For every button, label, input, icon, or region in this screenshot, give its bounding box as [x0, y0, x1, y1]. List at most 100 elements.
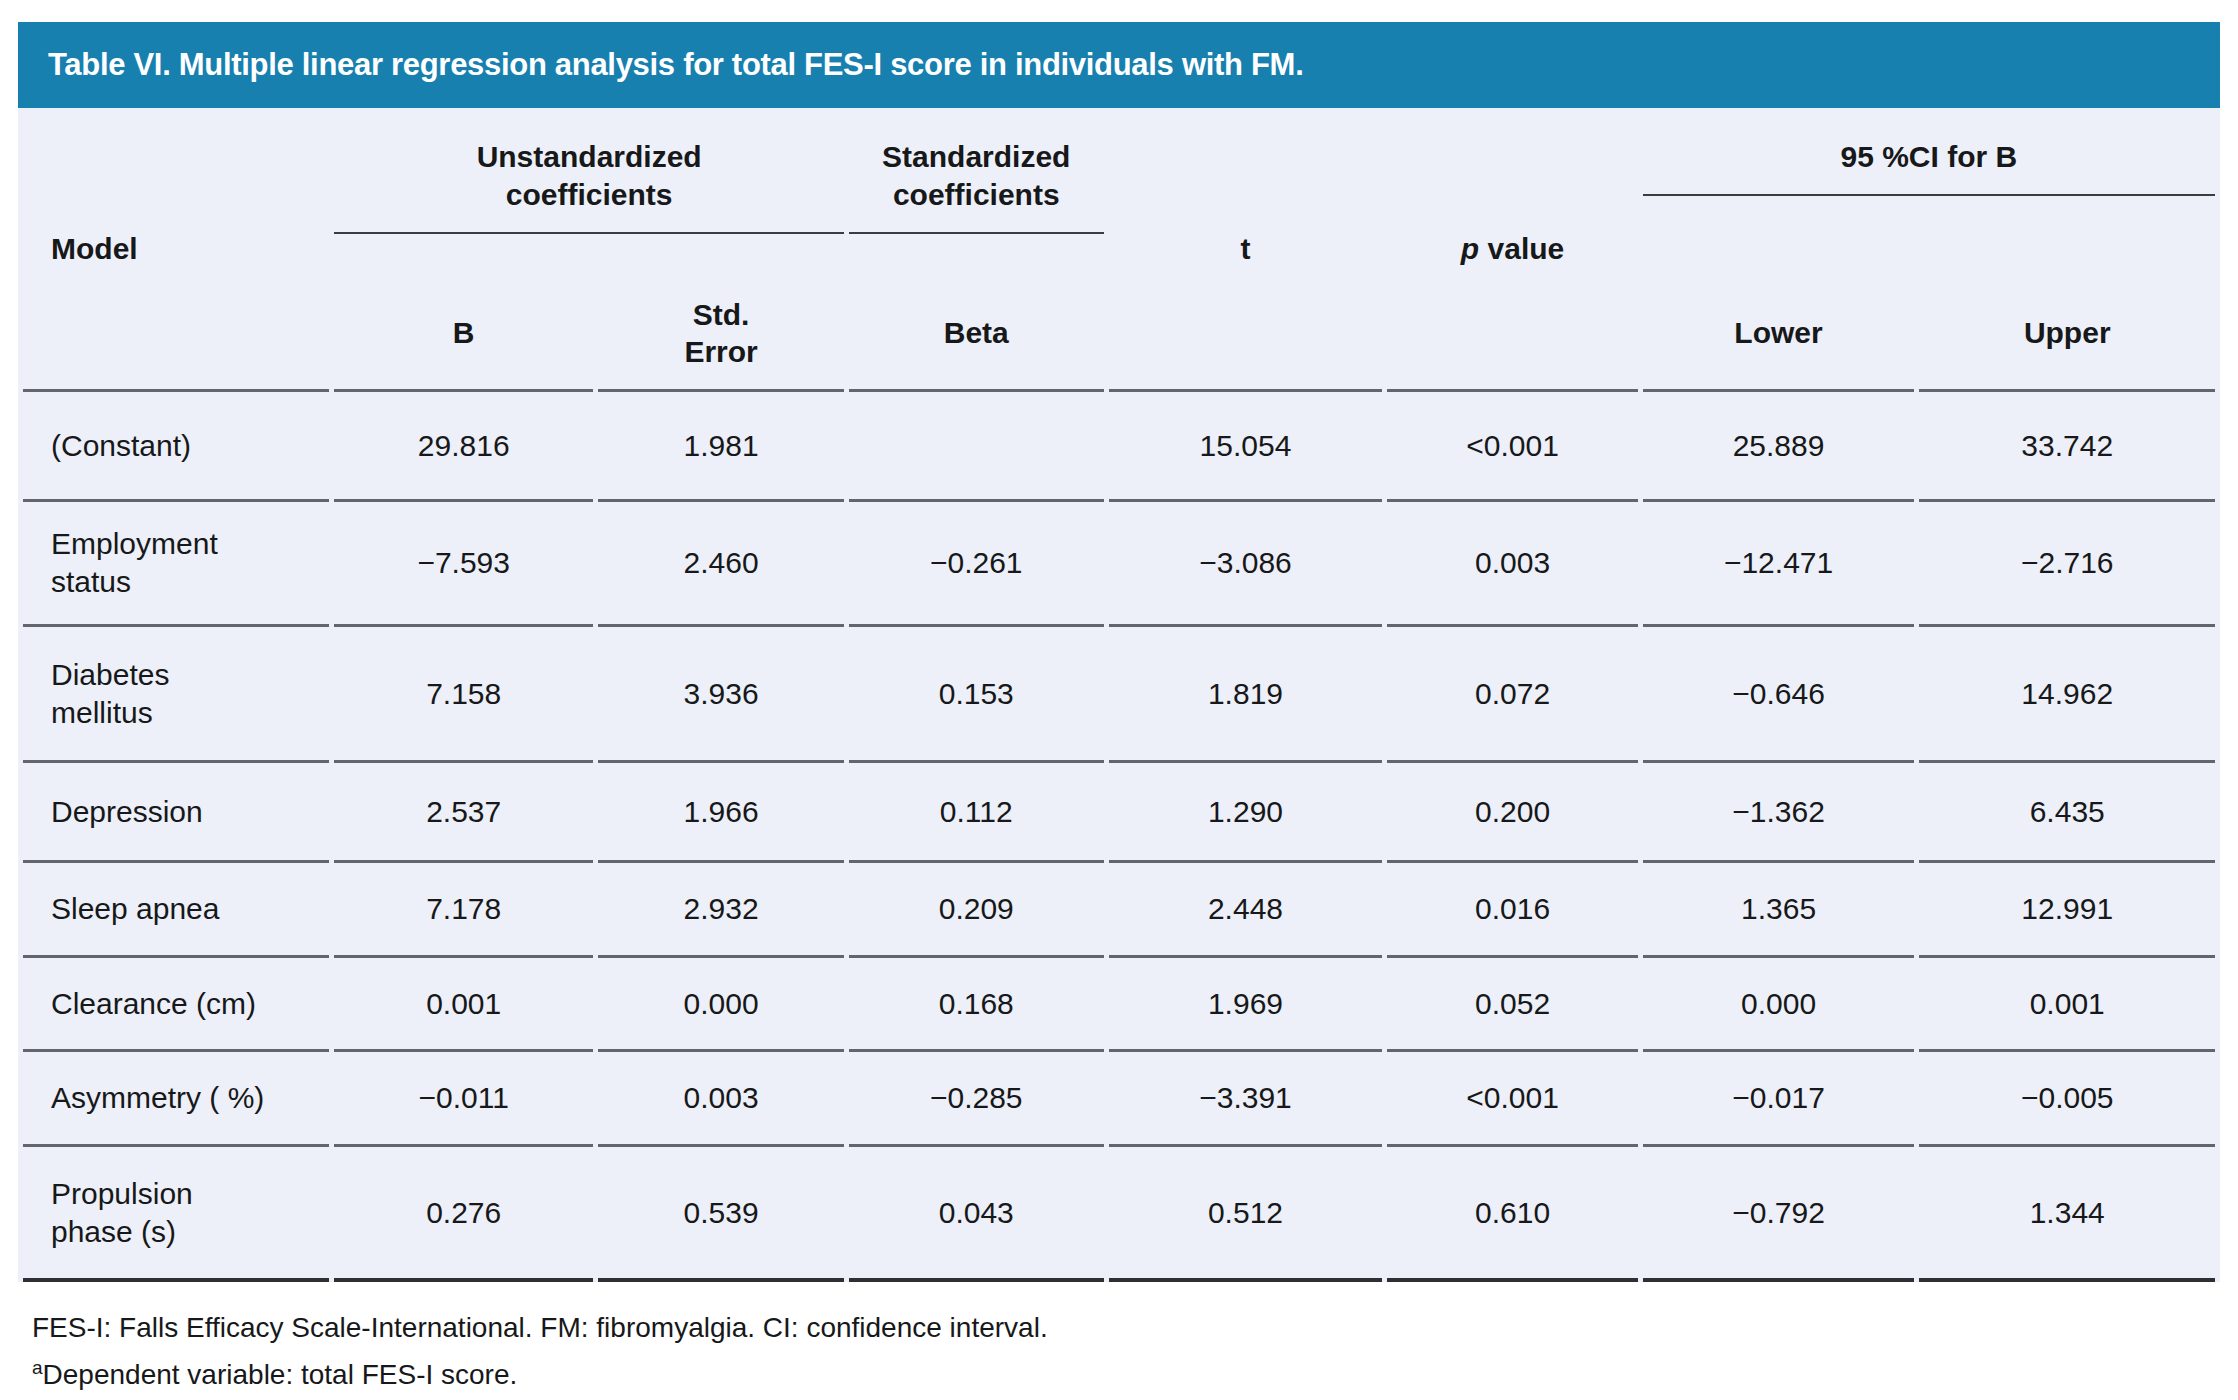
cell-upper: −0.005 [1919, 1052, 2215, 1147]
col-group-unstandardized: Unstandardized coefficients [334, 108, 844, 276]
table-sheet: Table VI. Multiple linear regression ana… [18, 22, 2220, 1395]
cell-lower: 0.000 [1643, 958, 1915, 1052]
col-header-upper: Upper [1919, 276, 2215, 392]
col-header-model: Model [23, 108, 329, 392]
cell-upper: 0.001 [1919, 958, 2215, 1052]
cell-p: 0.610 [1387, 1147, 1637, 1282]
cell-b: 7.178 [334, 863, 593, 958]
cell-p: 0.200 [1387, 763, 1637, 863]
col-header-p-value: p value [1387, 108, 1637, 392]
cell-b: 2.537 [334, 763, 593, 863]
table-title: Table VI. Multiple linear regression ana… [48, 47, 1303, 83]
table-row: (Constant) 29.816 1.981 15.054 <0.001 25… [23, 392, 2215, 502]
cell-beta: 0.153 [849, 627, 1104, 763]
cell-upper: 1.344 [1919, 1147, 2215, 1282]
col-header-std-error: Std. Error [598, 276, 844, 392]
col-group-unstandardized-label: Unstandardized coefficients [334, 108, 844, 234]
cell-t: −3.086 [1109, 502, 1383, 627]
footnote-dependent-text: Dependent variable: total FES-I score. [43, 1359, 518, 1390]
table-row: Depression 2.537 1.966 0.112 1.290 0.200… [23, 763, 2215, 863]
cell-t: 2.448 [1109, 863, 1383, 958]
table-header: Model Unstandardized coefficients Standa… [23, 108, 2215, 392]
cell-std-error: 2.460 [598, 502, 844, 627]
cell-std-error: 1.981 [598, 392, 844, 502]
footnote-dependent-variable: aDependent variable: total FES-I score. [32, 1348, 2220, 1395]
cell-beta: 0.168 [849, 958, 1104, 1052]
cell-beta: −0.261 [849, 502, 1104, 627]
cell-b: 29.816 [334, 392, 593, 502]
cell-lower: 1.365 [1643, 863, 1915, 958]
cell-upper: 12.991 [1919, 863, 2215, 958]
cell-std-error: 1.966 [598, 763, 844, 863]
cell-t: −3.391 [1109, 1052, 1383, 1147]
row-label: Asymmetry ( %) [23, 1052, 329, 1147]
cell-std-error: 3.936 [598, 627, 844, 763]
table-row: Sleep apnea 7.178 2.932 0.209 2.448 0.01… [23, 863, 2215, 958]
cell-upper: 33.742 [1919, 392, 2215, 502]
col-header-b: B [334, 276, 593, 392]
cell-beta [849, 392, 1104, 502]
cell-t: 1.819 [1109, 627, 1383, 763]
row-label: Propulsion phase (s) [23, 1147, 329, 1282]
col-header-lower: Lower [1643, 276, 1915, 392]
cell-p: 0.072 [1387, 627, 1637, 763]
cell-t: 1.969 [1109, 958, 1383, 1052]
cell-upper: 14.962 [1919, 627, 2215, 763]
cell-p: <0.001 [1387, 1052, 1637, 1147]
cell-lower: −0.792 [1643, 1147, 1915, 1282]
table-row: Clearance (cm) 0.001 0.000 0.168 1.969 0… [23, 958, 2215, 1052]
cell-lower: −12.471 [1643, 502, 1915, 627]
cell-std-error: 0.003 [598, 1052, 844, 1147]
cell-lower: −1.362 [1643, 763, 1915, 863]
p-value-italic-p: p [1461, 232, 1479, 265]
col-header-beta: Beta [849, 276, 1104, 392]
col-header-t: t [1109, 108, 1383, 392]
table-row: Asymmetry ( %) −0.011 0.003 −0.285 −3.39… [23, 1052, 2215, 1147]
cell-upper: −2.716 [1919, 502, 2215, 627]
cell-p: 0.003 [1387, 502, 1637, 627]
col-group-ci-label: 95 %CI for B [1643, 108, 2215, 196]
cell-beta: 0.043 [849, 1147, 1104, 1282]
table-row: Propulsion phase (s) 0.276 0.539 0.043 0… [23, 1147, 2215, 1282]
cell-std-error: 0.539 [598, 1147, 844, 1282]
cell-t: 1.290 [1109, 763, 1383, 863]
row-label: Employment status [23, 502, 329, 627]
table-row: Employment status −7.593 2.460 −0.261 −3… [23, 502, 2215, 627]
row-label: (Constant) [23, 392, 329, 502]
footnotes: FES-I: Falls Efficacy Scale-Internationa… [32, 1308, 2220, 1395]
cell-b: 0.276 [334, 1147, 593, 1282]
col-group-ci: 95 %CI for B [1643, 108, 2215, 276]
regression-table: Model Unstandardized coefficients Standa… [18, 108, 2220, 1282]
cell-t: 15.054 [1109, 392, 1383, 502]
cell-std-error: 2.932 [598, 863, 844, 958]
cell-b: 7.158 [334, 627, 593, 763]
cell-b: 0.001 [334, 958, 593, 1052]
cell-p: <0.001 [1387, 392, 1637, 502]
cell-lower: −0.017 [1643, 1052, 1915, 1147]
footnote-superscript-a: a [32, 1357, 43, 1378]
cell-lower: 25.889 [1643, 392, 1915, 502]
cell-p: 0.052 [1387, 958, 1637, 1052]
cell-p: 0.016 [1387, 863, 1637, 958]
row-label: Sleep apnea [23, 863, 329, 958]
cell-beta: −0.285 [849, 1052, 1104, 1147]
cell-t: 0.512 [1109, 1147, 1383, 1282]
cell-beta: 0.209 [849, 863, 1104, 958]
table-body: (Constant) 29.816 1.981 15.054 <0.001 25… [23, 392, 2215, 1282]
p-value-rest: value [1479, 232, 1564, 265]
footnote-abbreviations: FES-I: Falls Efficacy Scale-Internationa… [32, 1308, 2220, 1348]
cell-b: −0.011 [334, 1052, 593, 1147]
cell-beta: 0.112 [849, 763, 1104, 863]
row-label: Diabetes mellitus [23, 627, 329, 763]
table-title-bar: Table VI. Multiple linear regression ana… [18, 22, 2220, 108]
table-body-area: Model Unstandardized coefficients Standa… [18, 108, 2220, 1282]
row-label: Depression [23, 763, 329, 863]
col-group-standardized: Standardized coefficients [849, 108, 1104, 276]
table-row: Diabetes mellitus 7.158 3.936 0.153 1.81… [23, 627, 2215, 763]
cell-upper: 6.435 [1919, 763, 2215, 863]
row-label: Clearance (cm) [23, 958, 329, 1052]
col-group-standardized-label: Standardized coefficients [849, 108, 1104, 234]
page: Table VI. Multiple linear regression ana… [0, 22, 2238, 1400]
cell-lower: −0.646 [1643, 627, 1915, 763]
cell-b: −7.593 [334, 502, 593, 627]
